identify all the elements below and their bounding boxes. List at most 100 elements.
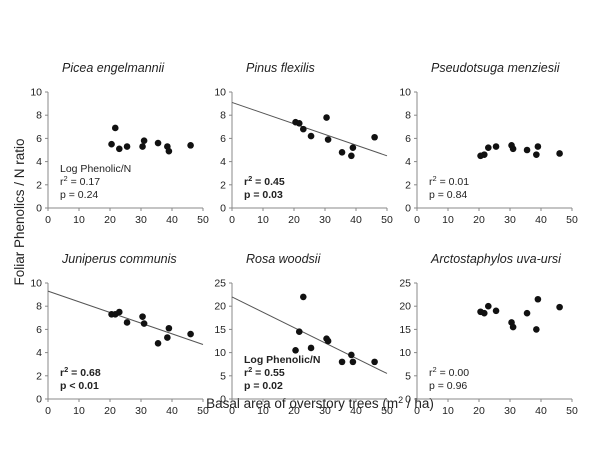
y-tick-label: 4 (220, 156, 226, 168)
data-point (187, 330, 194, 338)
data-point (295, 328, 303, 336)
data-point (480, 151, 488, 158)
data-point (140, 137, 148, 145)
y-tick-label: 5 (220, 370, 226, 382)
stats-r2-prefix: r (60, 367, 64, 379)
stats-r2-value: = 0.17 (68, 176, 101, 188)
y-tick-label: 0 (220, 394, 226, 406)
data-point (509, 145, 517, 153)
y-tick-label: 15 (214, 324, 226, 336)
data-point (324, 136, 332, 143)
y-tick-label: 2 (220, 179, 226, 191)
x-tick-label: 20 (288, 405, 300, 417)
x-tick-label: 30 (319, 214, 331, 226)
stats-r2-value: = 0.01 (437, 176, 470, 188)
data-point (349, 144, 357, 151)
panel-title: Juniperus communis (61, 252, 177, 266)
data-point (123, 143, 131, 150)
x-tick-label: 20 (473, 405, 485, 417)
y-tick-label: 5 (405, 370, 411, 382)
data-point (523, 309, 531, 317)
x-tick-label: 10 (257, 214, 269, 226)
x-tick-label: 10 (442, 214, 454, 226)
data-point (187, 142, 194, 149)
stats-r2-prefix: r (244, 176, 248, 188)
x-tick-label: 10 (442, 405, 454, 417)
x-tick-label: 20 (104, 405, 116, 417)
y-tick-label: 0 (36, 394, 42, 406)
x-axis-label-main: Basal area of overstory trees (m (206, 396, 398, 411)
x-tick-label: 0 (229, 405, 235, 417)
y-tick-label: 10 (214, 347, 226, 359)
stats-r2-sup: 2 (64, 365, 68, 374)
data-point (534, 295, 542, 303)
data-point (534, 143, 542, 150)
y-tick-label: 4 (405, 156, 411, 168)
x-tick-label: 0 (45, 214, 51, 226)
data-point (480, 309, 488, 317)
x-tick-label: 0 (414, 405, 420, 417)
y-tick-label: 20 (399, 301, 411, 313)
x-tick-label: 30 (319, 405, 331, 417)
stats-r2-sup: 2 (248, 365, 252, 374)
data-point (485, 302, 492, 310)
x-tick-label: 30 (504, 405, 516, 417)
stats-r2: r2 = 0.45 (244, 174, 285, 188)
data-point (307, 132, 315, 140)
stats-r2-prefix: r (429, 176, 433, 188)
panel-title: Pinus flexilis (246, 61, 315, 75)
y-tick-label: 2 (405, 179, 411, 191)
y-tick-label: 10 (214, 87, 226, 99)
y-tick-label: 8 (36, 301, 42, 313)
stats-r2-sup: 2 (248, 174, 252, 183)
stats-r2-prefix: r (429, 367, 433, 379)
stats-r2-sup: 2 (64, 174, 68, 183)
regression-line (47, 290, 204, 345)
x-tick-label: 50 (566, 214, 578, 226)
data-point (123, 319, 131, 326)
data-point (556, 303, 563, 311)
stats-p: p < 0.01 (60, 380, 99, 392)
x-tick-label: 50 (381, 405, 393, 417)
panel-5: Rosa woodsii 0 5 10 15 20 25 0 10 20 30 40 50 Log Phe… (214, 252, 393, 417)
regression-line (231, 101, 388, 157)
panel-title: Arctostaphylos uva-ursi (430, 252, 562, 266)
data-point (292, 346, 299, 354)
data-point (116, 308, 123, 316)
panel-title: Pseudotsuga menziesii (431, 61, 561, 75)
stats-p: p = 0.96 (429, 380, 467, 392)
data-point (492, 143, 500, 150)
data-point (164, 334, 171, 341)
y-tick-label: 6 (405, 133, 411, 145)
stats-r2-prefix: r (60, 176, 64, 188)
y-tick-label: 15 (399, 324, 411, 336)
panel-1: Picea engelmannii 0 2 4 6 8 10 0 10 20 30 40 50 Log P… (30, 61, 209, 226)
data-point (509, 323, 517, 331)
stats-r2-value: = 0.55 (252, 367, 285, 379)
y-tick-label: 10 (399, 347, 411, 359)
data-point (300, 125, 307, 133)
x-tick-label: 20 (104, 214, 116, 226)
x-axis-label-tail: / ha) (403, 396, 434, 411)
y-tick-label: 0 (220, 203, 226, 215)
data-point (165, 147, 173, 155)
data-point (154, 139, 162, 147)
panel-title: Picea engelmannii (62, 61, 165, 75)
x-tick-label: 40 (535, 405, 547, 417)
y-tick-label: 0 (405, 203, 411, 215)
x-axis-label-sup: 2 (398, 395, 403, 405)
x-tick-label: 10 (73, 405, 85, 417)
data-point (338, 358, 346, 366)
x-tick-label: 0 (414, 214, 420, 226)
data-point (492, 307, 500, 315)
stats-r2-sup: 2 (433, 174, 437, 183)
x-tick-label: 10 (257, 405, 269, 417)
data-point (371, 133, 378, 141)
data-point (139, 143, 146, 150)
data-point (324, 337, 332, 345)
stats-r2: r2 = 0.55 (244, 365, 285, 379)
data-point (348, 351, 355, 359)
